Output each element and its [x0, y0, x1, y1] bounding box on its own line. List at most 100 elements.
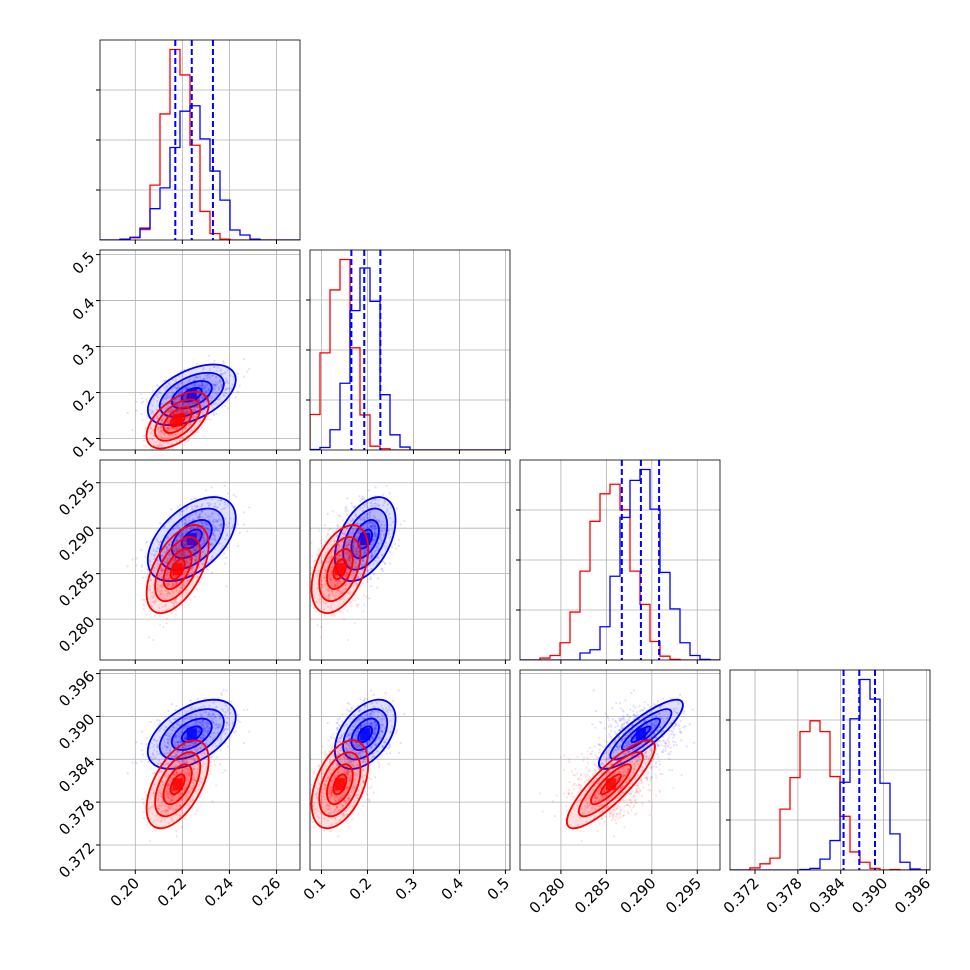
- scatter-point: [160, 589, 163, 592]
- scatter-point: [350, 605, 353, 608]
- scatter-point: [369, 501, 372, 505]
- scatter-point: [166, 442, 169, 445]
- scatter-point: [208, 378, 211, 381]
- scatter-point: [225, 380, 228, 383]
- scatter-point: [347, 533, 350, 537]
- scatter-point: [370, 500, 373, 503]
- scatter-point: [188, 773, 191, 776]
- scatter-point: [349, 531, 352, 534]
- scatter-point: [184, 540, 187, 543]
- scatter-point: [352, 544, 355, 547]
- scatter-point: [153, 548, 156, 551]
- scatter-point: [370, 555, 374, 558]
- scatter-point: [320, 539, 323, 542]
- scatter-point: [356, 565, 359, 568]
- scatter-point: [348, 533, 351, 536]
- scatter-point: [200, 505, 203, 508]
- panel-2-1: [309, 459, 511, 664]
- scatter-point: [200, 555, 203, 559]
- scatter-point: [191, 565, 194, 569]
- scatter-point: [175, 547, 179, 550]
- scatter-point: [190, 567, 194, 570]
- scatter-point: [170, 408, 173, 411]
- scatter-point: [175, 829, 178, 833]
- scatter-point: [381, 493, 385, 496]
- scatter-point: [213, 383, 216, 386]
- scatter-point: [373, 559, 376, 562]
- scatter-point: [233, 517, 236, 520]
- scatter-point: [172, 559, 176, 562]
- scatter-point: [372, 524, 375, 527]
- scatter-point: [363, 518, 366, 521]
- scatter-point: [361, 554, 364, 557]
- scatter-point: [219, 383, 222, 386]
- panel-grid: [310, 250, 510, 450]
- scatter-point: [353, 565, 356, 568]
- scatter-point: [319, 597, 322, 600]
- scatter-point: [160, 554, 164, 558]
- scatter-point: [365, 595, 368, 598]
- scatter-point: [200, 510, 203, 513]
- scatter-point: [370, 555, 373, 558]
- scatter-point: [186, 404, 190, 407]
- scatter-point: [161, 419, 164, 422]
- scatter-point: [178, 384, 181, 388]
- scatter-point: [327, 529, 330, 532]
- panel-frame: [519, 459, 721, 661]
- scatter-point: [373, 534, 376, 537]
- scatter-point: [187, 404, 190, 407]
- scatter-point: [213, 359, 216, 362]
- scatter-point: [351, 505, 354, 508]
- scatter-point: [181, 585, 184, 589]
- scatter-point: [176, 387, 179, 390]
- scatter-point: [150, 594, 153, 598]
- scatter-point: [389, 506, 393, 509]
- scatter-point: [175, 412, 178, 415]
- scatter-point: [347, 552, 350, 556]
- scatter-point: [177, 391, 180, 394]
- scatter-point: [149, 586, 152, 589]
- scatter-point: [184, 571, 187, 574]
- scatter-point: [153, 554, 156, 557]
- density-peak-0: [360, 533, 371, 546]
- scatter-point: [321, 584, 324, 587]
- scatter-point: [192, 548, 195, 552]
- scatter-point: [336, 583, 339, 586]
- scatter-point: [159, 426, 162, 429]
- scatter-point: [165, 545, 169, 548]
- density-peak-1: [172, 414, 183, 427]
- scatter-point: [156, 444, 159, 447]
- scatter-point: [224, 503, 227, 506]
- scatter-point: [159, 420, 162, 424]
- scatter-point: [198, 513, 201, 516]
- scatter-point: [339, 554, 342, 557]
- scatter-point: [157, 587, 160, 590]
- scatter-point: [336, 525, 339, 528]
- scatter-point: [216, 528, 219, 531]
- scatter-point: [348, 557, 351, 560]
- scatter-point: [201, 502, 204, 506]
- histogram-1: [310, 258, 510, 450]
- scatter-point: [323, 568, 326, 571]
- scatter-point: [175, 770, 178, 774]
- scatter-point: [156, 547, 159, 550]
- scatter-point: [374, 527, 377, 530]
- scatter-point: [238, 531, 241, 534]
- scatter-point: [214, 505, 217, 508]
- scatter-point: [151, 404, 154, 407]
- scatter-point: [213, 529, 216, 532]
- scatter-point: [175, 397, 179, 401]
- scatter-point: [335, 580, 339, 583]
- scatter-point: [162, 397, 166, 400]
- scatter-point: [363, 518, 366, 521]
- scatter-point: [190, 786, 194, 790]
- scatter-point: [164, 560, 167, 564]
- scatter-point: [151, 591, 154, 594]
- scatter-point: [163, 811, 167, 814]
- scatter-point: [151, 424, 155, 428]
- scatter-point: [174, 808, 177, 812]
- scatter-point: [347, 556, 350, 560]
- scatter-point: [167, 761, 170, 764]
- scatter-point: [214, 384, 217, 387]
- scatter-point: [182, 554, 186, 558]
